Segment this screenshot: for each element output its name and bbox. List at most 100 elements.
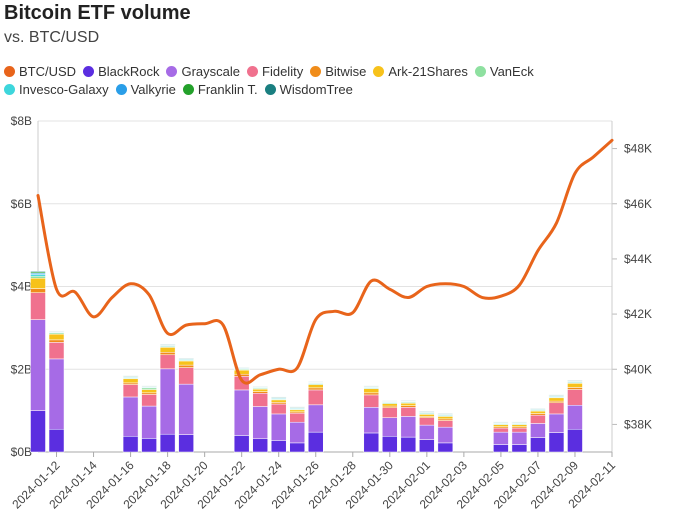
bar-segment xyxy=(252,438,268,453)
legend-label: Valkyrie xyxy=(130,82,176,97)
legend-item[interactable]: WisdomTree xyxy=(264,82,353,97)
bar-segment xyxy=(178,357,194,359)
y-left-tick-label: $0B xyxy=(11,445,32,459)
bar-segment xyxy=(270,413,287,441)
y-left-tick-label: $6B xyxy=(11,197,32,211)
bar-segment xyxy=(382,436,398,453)
y-right-tick-label: $44K xyxy=(624,252,652,266)
bar-segment xyxy=(30,275,46,279)
bar-segment xyxy=(122,384,139,398)
legend-label: Franklin T. xyxy=(197,82,258,97)
bar-segment xyxy=(567,389,583,406)
y-left-tick-label: $2B xyxy=(11,362,32,376)
bar-segment xyxy=(382,417,398,437)
bar-segment xyxy=(548,394,565,396)
legend-item[interactable]: BTC/USD xyxy=(4,64,76,79)
legend-swatch xyxy=(166,66,178,77)
bar-segment xyxy=(159,352,176,356)
chart-subtitle: vs. BTC/USD xyxy=(4,29,100,46)
bar-segment xyxy=(363,394,380,408)
bar-segment xyxy=(493,431,509,445)
bar-segment xyxy=(437,420,454,428)
bar-segment xyxy=(30,288,46,293)
bar-segment xyxy=(400,407,417,417)
bar-segment xyxy=(48,333,65,341)
bar-segment xyxy=(548,402,565,415)
legend-item[interactable]: Bitwise xyxy=(310,64,366,79)
bar-segment xyxy=(307,384,324,389)
bar-segment xyxy=(141,394,157,407)
bar-segment xyxy=(548,397,565,402)
bar-segment xyxy=(493,427,509,433)
bar-segment xyxy=(567,428,583,453)
legend-item[interactable]: Ark-21Shares xyxy=(373,64,468,79)
bar-segment xyxy=(400,416,417,438)
legend-label: Fidelity xyxy=(262,64,304,79)
bar-segment xyxy=(363,392,380,396)
bar-segment xyxy=(511,444,528,453)
bar-segment xyxy=(382,407,398,418)
bar-segment xyxy=(307,387,324,391)
legend-swatch xyxy=(310,66,322,77)
bar-segment xyxy=(419,439,435,453)
legend-item[interactable]: Grayscale xyxy=(166,64,240,79)
bar-segment xyxy=(141,405,157,439)
legend: BTC/USD BlackRock Grayscale Fidelity Bitwise… xyxy=(4,64,644,97)
legend-label: VanEck xyxy=(489,64,534,79)
y-right-tick-label: $38K xyxy=(624,417,652,431)
bar-segment xyxy=(270,399,287,403)
bar-segment xyxy=(530,410,546,414)
bar-segment xyxy=(233,373,250,377)
bar-segment xyxy=(233,389,250,436)
legend-label: BTC/USD xyxy=(19,64,77,79)
bar-segment xyxy=(419,411,435,413)
bar-segment xyxy=(178,434,194,453)
bar-segment xyxy=(419,424,435,440)
y-left-tick-label: $8B xyxy=(11,114,32,128)
legend-item[interactable]: Fidelity xyxy=(247,64,303,79)
bar-segment xyxy=(363,407,380,434)
bar-segment xyxy=(400,436,417,453)
legend-item[interactable]: Valkyrie xyxy=(115,82,176,97)
bar-segment xyxy=(252,392,268,407)
legend-label: WisdomTree xyxy=(279,82,353,97)
bar-segment xyxy=(178,360,194,366)
bar-segment xyxy=(159,433,176,453)
bar-segment xyxy=(233,435,250,453)
legend-swatch xyxy=(83,66,95,77)
btc-usd-line xyxy=(36,138,614,385)
bar-segment xyxy=(548,413,565,433)
legend-item[interactable]: VanEck xyxy=(474,64,534,79)
bar-segment xyxy=(307,381,324,383)
bar-segment xyxy=(511,424,528,428)
bar-segment xyxy=(178,364,194,368)
bar-segment xyxy=(419,414,435,417)
legend-item[interactable]: Franklin T. xyxy=(182,82,258,97)
bar-segment xyxy=(493,421,509,423)
bar-segment xyxy=(122,436,139,453)
y-right-tick-label: $42K xyxy=(624,307,652,321)
bar-segment xyxy=(30,319,46,411)
legend-label: BlackRock xyxy=(98,64,160,79)
bar-segment xyxy=(437,442,454,453)
legend-item[interactable]: BlackRock xyxy=(83,64,159,79)
legend-swatch xyxy=(182,84,194,95)
bar-segment xyxy=(270,403,287,415)
bar-segment xyxy=(270,396,287,398)
bar-segment xyxy=(363,385,380,387)
legend-swatch xyxy=(115,84,127,95)
bar-segment xyxy=(530,423,546,438)
y-right-tick-label: $48K xyxy=(624,142,652,156)
bar-segment xyxy=(141,438,157,453)
chart-title: Bitcoin ETF volume xyxy=(4,2,191,24)
bar-segment xyxy=(493,444,509,453)
bar-segment xyxy=(400,402,417,406)
bar-segment xyxy=(252,385,268,388)
y-right-tick-label: $40K xyxy=(624,362,652,376)
legend-item[interactable]: Invesco-Galaxy xyxy=(4,82,109,97)
y-left-tick-label: $4B xyxy=(11,280,32,294)
legend-swatch xyxy=(4,84,15,95)
bar-segment xyxy=(307,404,324,433)
bar-segment xyxy=(289,421,305,444)
